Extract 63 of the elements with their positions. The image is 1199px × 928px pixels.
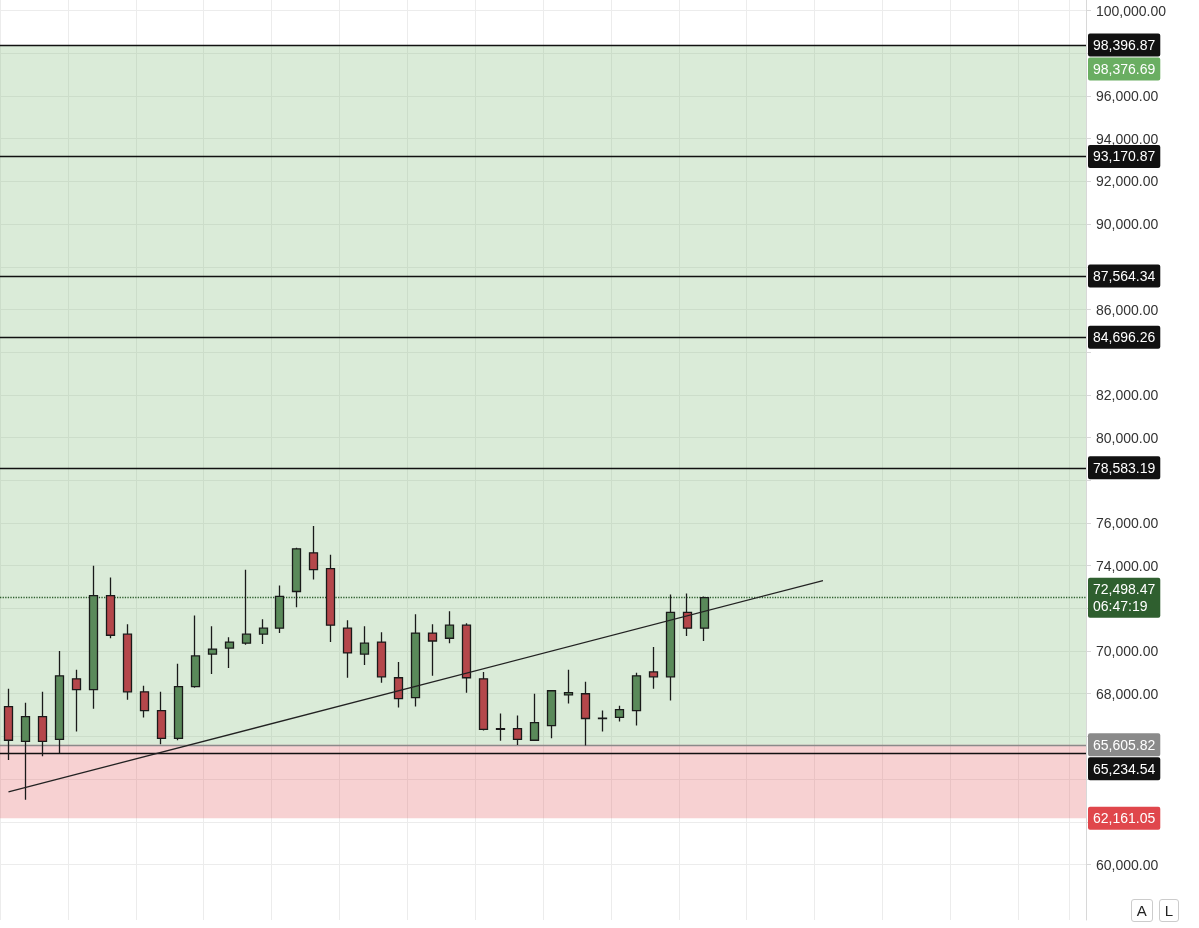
candlestick <box>325 554 336 643</box>
candlestick <box>105 576 116 639</box>
candlestick <box>648 646 659 690</box>
candlestick <box>461 622 472 694</box>
ref-line-label: 78,583.19 <box>1093 459 1156 476</box>
candlestick <box>665 593 676 702</box>
y-tick-label: 96,000.00 <box>1096 88 1159 105</box>
ref-line-label: 65,234.54 <box>1093 760 1156 777</box>
candlestick <box>699 595 710 642</box>
toggle-button: L <box>1158 899 1179 922</box>
candlestick <box>580 681 591 747</box>
y-tick-label: 82,000.00 <box>1096 386 1159 403</box>
candlestick <box>597 709 608 733</box>
y-tick-label: 70,000.00 <box>1096 643 1159 660</box>
candlestick <box>342 619 353 679</box>
ref-line-label: 84,696.26 <box>1093 329 1156 346</box>
y-tick-label: 74,000.00 <box>1096 557 1159 574</box>
y-tick-label: 90,000.00 <box>1096 216 1159 233</box>
candlestick <box>529 693 540 741</box>
toggle-button: A <box>1130 899 1153 922</box>
candlestick <box>614 705 625 723</box>
y-tick-label: 86,000.00 <box>1096 301 1159 318</box>
candlestick <box>359 625 370 666</box>
candlestick <box>207 625 218 675</box>
y-tick-label: 60,000.00 <box>1096 856 1159 873</box>
candlestick <box>682 592 693 637</box>
candlestick <box>241 569 252 646</box>
candlestick <box>139 685 150 719</box>
y-tick-label: 80,000.00 <box>1096 429 1159 446</box>
y-tick-label: 94,000.00 <box>1096 130 1159 147</box>
candlestick <box>173 663 184 741</box>
candlestick <box>88 565 99 710</box>
candlestick <box>258 618 269 645</box>
y-tick-label: 68,000.00 <box>1096 685 1159 702</box>
candlestick <box>393 661 404 709</box>
candlestick <box>291 547 302 608</box>
band-label: 98,376.69 <box>1093 60 1156 77</box>
candlestick <box>156 691 167 745</box>
candlestick <box>122 623 133 701</box>
candlestick <box>444 610 455 644</box>
candlestick <box>427 623 438 677</box>
y-tick-label: 92,000.00 <box>1096 173 1159 190</box>
candlestick <box>224 636 235 669</box>
ref-line-label: 72,498.47 06:47:19 <box>1093 581 1156 615</box>
ref-line-label: 93,170.87 <box>1093 148 1156 165</box>
ref-line-label: 98,396.87 <box>1093 36 1156 53</box>
candlestick <box>410 613 421 708</box>
ref-line-label: 87,564.34 <box>1093 268 1156 285</box>
candlestick <box>376 631 387 684</box>
y-tick-label: 100,000.00 <box>1096 2 1167 19</box>
candlestick <box>546 689 557 739</box>
candlestick <box>478 671 489 732</box>
ref-line-label: 65,605.82 <box>1093 736 1156 753</box>
candlestick <box>512 714 523 746</box>
band-label: 62,161.05 <box>1093 810 1156 827</box>
candlestick <box>274 584 285 634</box>
candlestick <box>71 669 82 733</box>
candlestick <box>190 614 201 689</box>
y-tick-label: 76,000.00 <box>1096 514 1159 531</box>
candlestick <box>308 525 319 581</box>
candlestick <box>563 669 574 705</box>
candlestick <box>631 672 642 727</box>
candlestick <box>495 712 506 742</box>
